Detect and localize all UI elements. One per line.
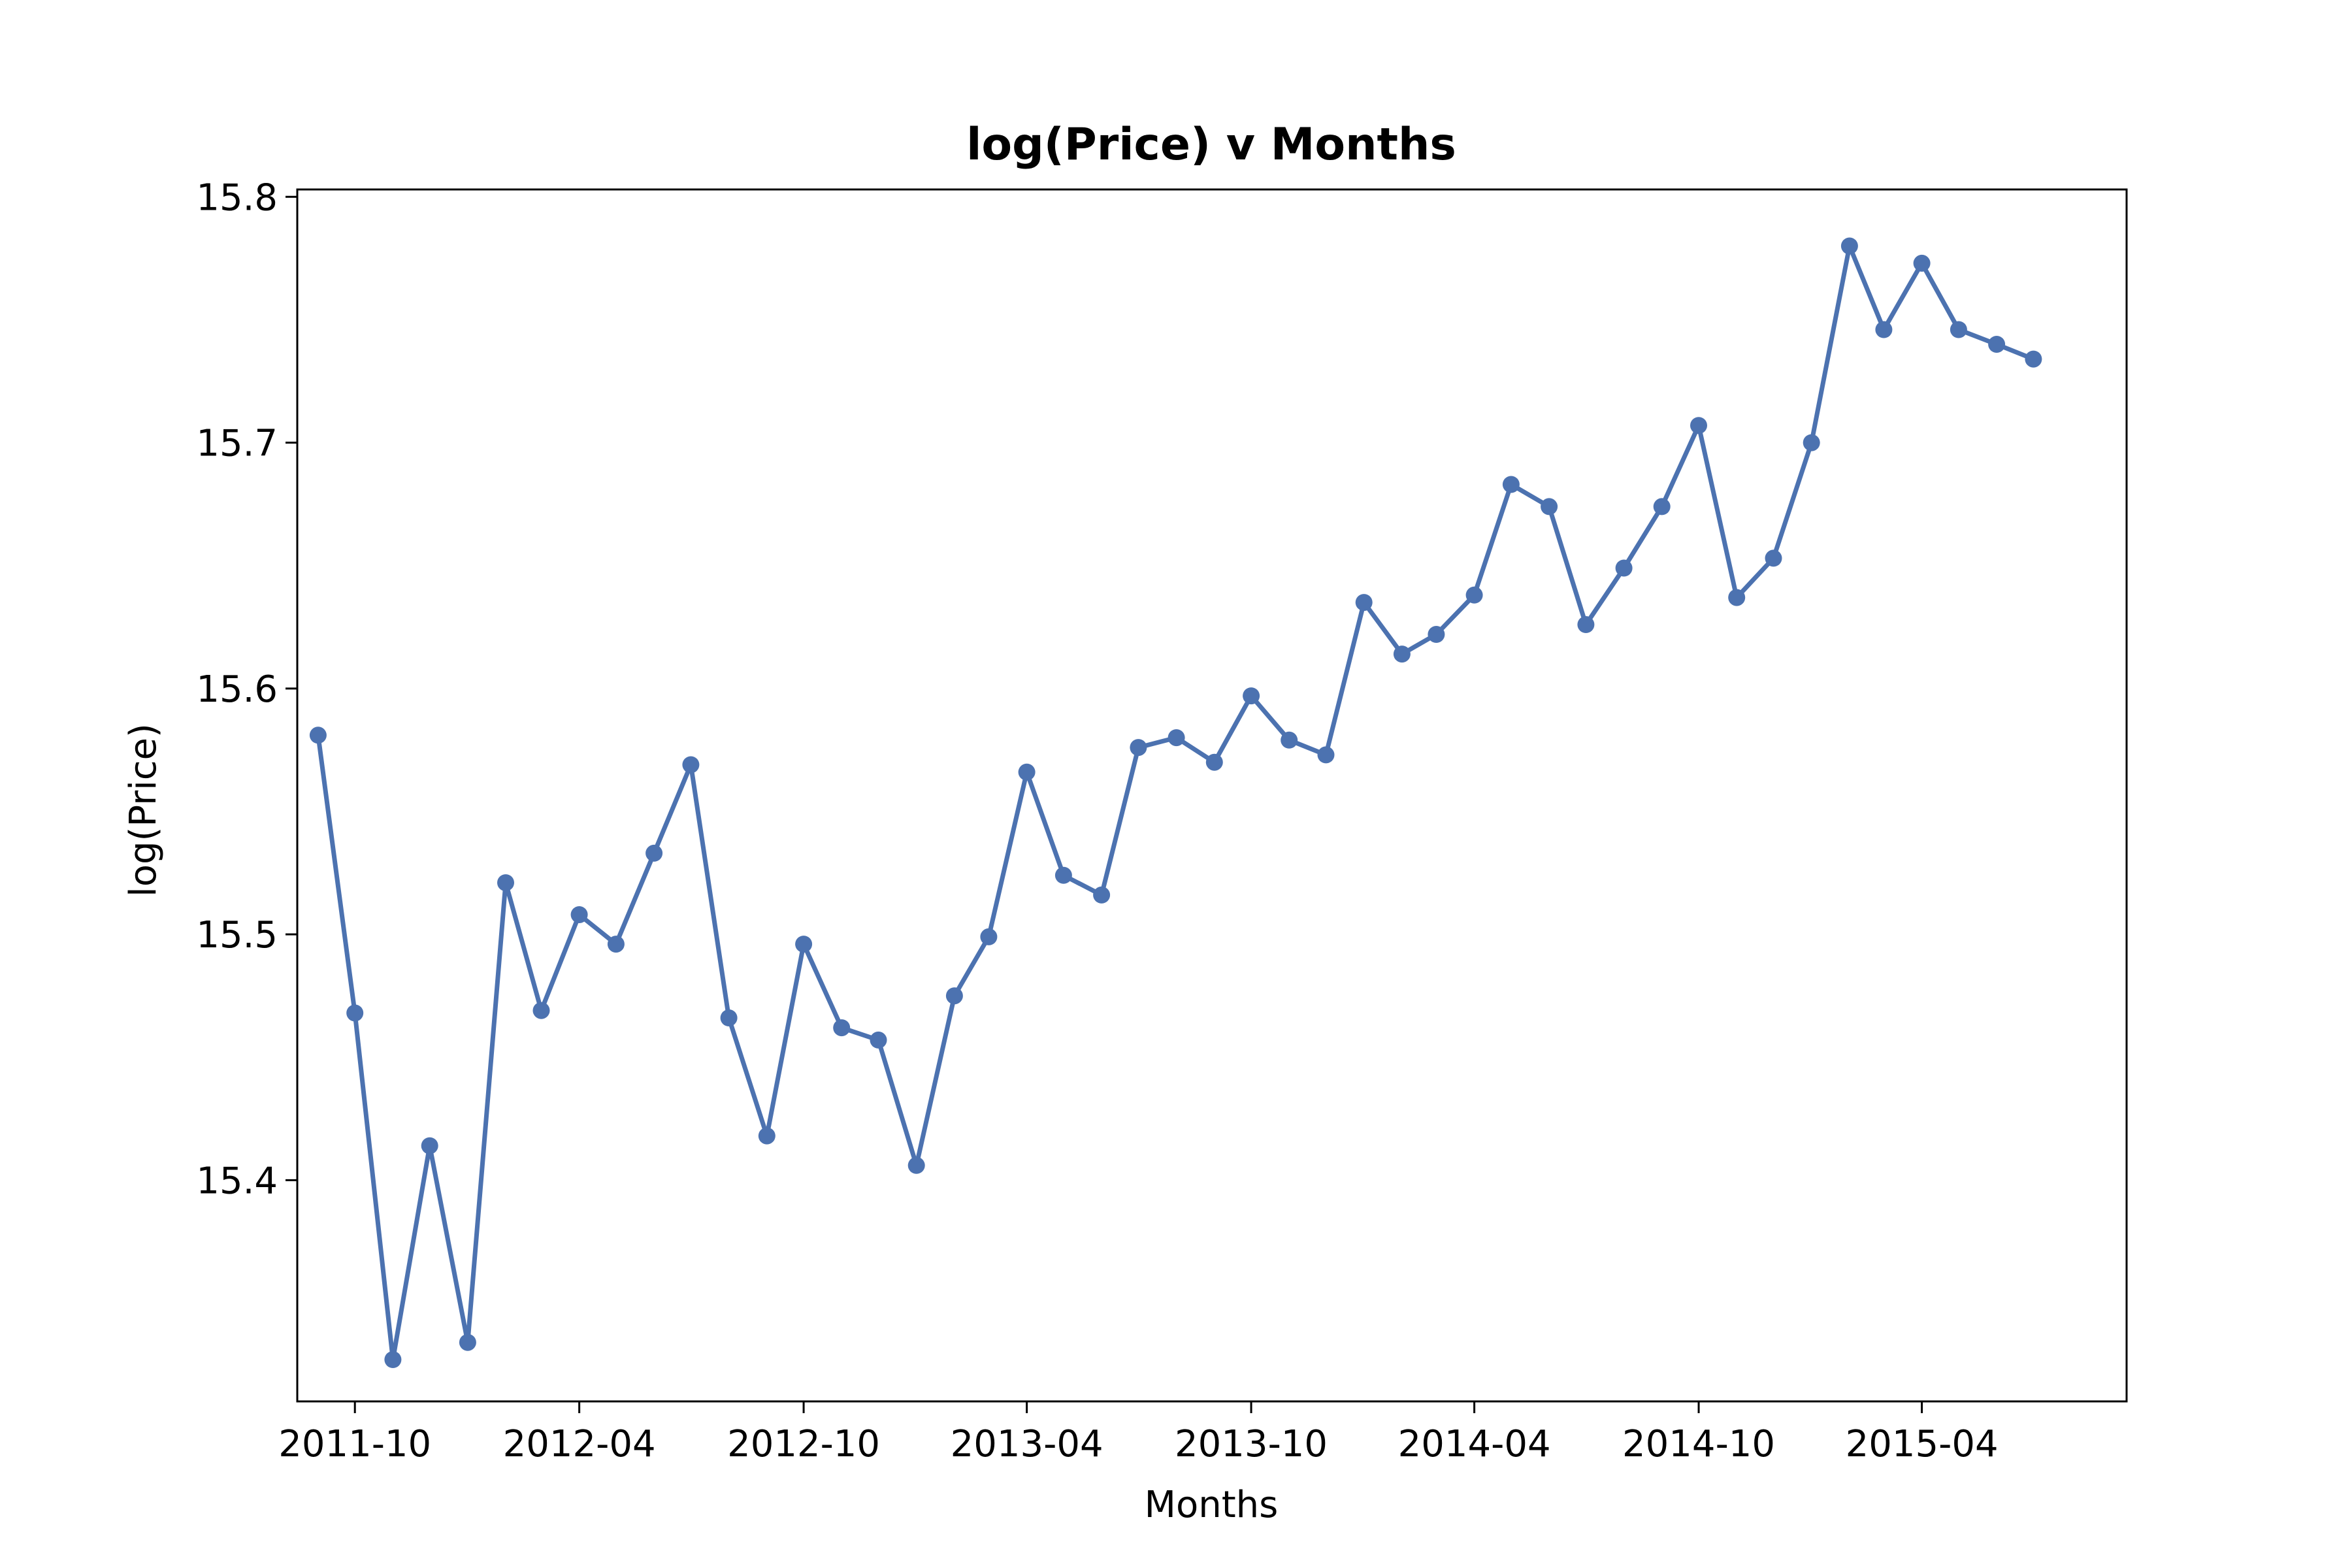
data-point xyxy=(309,727,327,744)
data-point xyxy=(1205,753,1223,771)
chart-title: log(Price) v Months xyxy=(966,119,1456,171)
data-point xyxy=(421,1137,438,1154)
data-point xyxy=(1988,336,2006,353)
data-point xyxy=(1018,763,1036,781)
data-point xyxy=(1875,321,1893,338)
data-point xyxy=(346,1004,364,1022)
data-point xyxy=(1913,254,1931,272)
data-point xyxy=(1428,626,1445,643)
data-point xyxy=(645,844,663,862)
plot-frame xyxy=(296,188,2128,1403)
y-tick-label: 15.8 xyxy=(196,176,278,219)
data-point xyxy=(833,1019,851,1037)
data-point xyxy=(1728,589,1746,606)
data-point xyxy=(980,928,998,945)
data-point xyxy=(1317,746,1335,764)
data-point xyxy=(1653,498,1671,515)
data-point xyxy=(1093,886,1111,904)
data-point xyxy=(1168,729,1185,747)
data-point xyxy=(1130,739,1147,757)
x-tick-label: 2014-04 xyxy=(1398,1423,1551,1465)
y-tick-label: 15.4 xyxy=(196,1160,278,1202)
data-point xyxy=(1465,586,1483,604)
data-point xyxy=(2025,350,2042,368)
data-point xyxy=(384,1351,402,1368)
data-point xyxy=(532,1002,550,1019)
data-point xyxy=(1765,549,1782,567)
x-tick-label: 2014-10 xyxy=(1622,1423,1775,1465)
data-point xyxy=(682,756,700,774)
data-point xyxy=(1690,417,1707,434)
data-point xyxy=(1054,866,1072,884)
x-tick-label: 2015-04 xyxy=(1846,1423,1999,1465)
x-tick-label: 2013-10 xyxy=(1175,1423,1328,1465)
data-point xyxy=(1840,237,1858,255)
data-point xyxy=(1577,616,1595,633)
x-tick-label: 2012-04 xyxy=(503,1423,656,1465)
data-point xyxy=(459,1333,476,1351)
data-point xyxy=(945,987,963,1005)
data-point xyxy=(720,1009,738,1026)
data-point xyxy=(1355,594,1373,612)
data-point xyxy=(758,1127,776,1145)
data-point xyxy=(607,936,625,953)
x-tick-label: 2011-10 xyxy=(278,1423,431,1465)
data-point xyxy=(1243,687,1260,705)
plot-area: 2011-10 2012-04 2012-10 2013-04 2013-10 2014-… xyxy=(196,176,2128,1465)
data-point xyxy=(1281,731,1298,749)
data-point xyxy=(795,936,813,953)
data-point xyxy=(1541,498,1558,515)
data-point xyxy=(497,874,514,892)
y-tick-label: 15.7 xyxy=(196,423,278,465)
y-tick-label: 15.6 xyxy=(196,668,278,711)
data-point xyxy=(1950,321,1967,338)
y-axis-label: log(Price) xyxy=(122,723,165,897)
data-point xyxy=(1502,476,1520,493)
data-point xyxy=(1803,434,1820,451)
y-tick-label: 15.5 xyxy=(196,914,278,956)
data-point xyxy=(1615,559,1633,577)
x-tick-label: 2012-10 xyxy=(727,1423,880,1465)
data-point xyxy=(570,906,588,923)
data-point xyxy=(907,1156,925,1174)
x-axis-label: Months xyxy=(1145,1484,1279,1526)
data-point xyxy=(870,1031,887,1049)
x-tick-label: 2013-04 xyxy=(951,1423,1103,1465)
data-point xyxy=(1393,645,1411,663)
